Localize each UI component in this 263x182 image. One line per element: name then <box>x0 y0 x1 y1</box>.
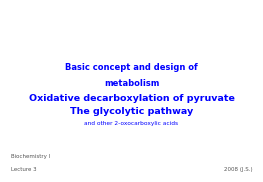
Text: Lecture 3: Lecture 3 <box>11 167 36 172</box>
Text: metabolism: metabolism <box>104 79 159 88</box>
Text: and other 2-oxocarboxylic acids: and other 2-oxocarboxylic acids <box>84 121 179 126</box>
Text: Oxidative decarboxylation of pyruvate: Oxidative decarboxylation of pyruvate <box>29 94 234 103</box>
Text: 2008 (J.S.): 2008 (J.S.) <box>224 167 252 172</box>
Text: Biochemistry I: Biochemistry I <box>11 154 50 159</box>
Text: Basic concept and design of: Basic concept and design of <box>65 63 198 72</box>
Text: The glycolytic pathway: The glycolytic pathway <box>70 106 193 116</box>
